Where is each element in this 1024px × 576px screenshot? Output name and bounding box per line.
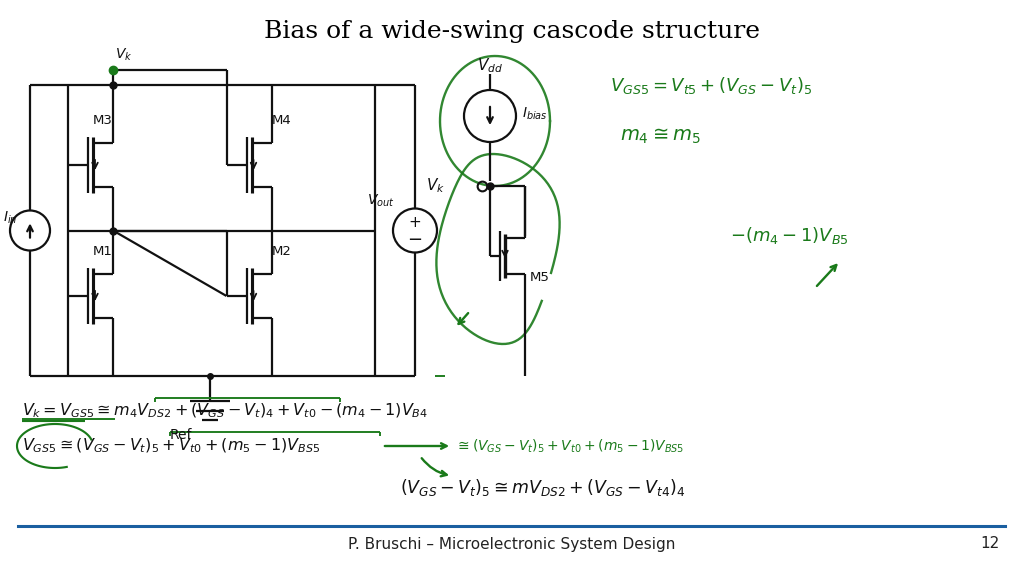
Text: $(V_{GS}-V_t)_5 \cong mV_{DS2} + (V_{GS}-V_{t4})_4$: $(V_{GS}-V_t)_5 \cong mV_{DS2} + (V_{GS}… [400, 478, 685, 498]
Text: $V_k$: $V_k$ [115, 47, 132, 63]
Text: $V_{GS5} \cong (V_{GS}-V_t)_5 + V_{t0} + (m_5-1)V_{BS5}$: $V_{GS5} \cong (V_{GS}-V_t)_5 + V_{t0} +… [22, 437, 321, 455]
Text: $V_k = V_{GS5} \cong m_4 V_{DS2} + (V_{GS}-V_t)_4 + V_{t0} - (m_4-1)V_{B4}$: $V_k = V_{GS5} \cong m_4 V_{DS2} + (V_{G… [22, 402, 428, 420]
Text: Bias of a wide-swing cascode structure: Bias of a wide-swing cascode structure [264, 20, 760, 43]
Text: +: + [409, 215, 421, 230]
Text: $V_{out}$: $V_{out}$ [368, 192, 395, 209]
Text: $m_4 \cong m_5$: $m_4 \cong m_5$ [620, 126, 700, 146]
Text: $I_{in}$: $I_{in}$ [3, 209, 17, 225]
Text: $I_{bias}$: $I_{bias}$ [522, 106, 548, 122]
Text: 12: 12 [981, 536, 1000, 551]
Text: P. Bruschi – Microelectronic System Design: P. Bruschi – Microelectronic System Desi… [348, 536, 676, 551]
Text: M5: M5 [530, 271, 550, 284]
Text: M4: M4 [271, 114, 291, 127]
Text: $V_{dd}$: $V_{dd}$ [477, 56, 503, 75]
Text: $V_{GS5} = V_{t5} + (V_{GS}-V_t)_5$: $V_{GS5} = V_{t5} + (V_{GS}-V_t)_5$ [610, 75, 812, 97]
Text: Ref: Ref [170, 428, 193, 442]
Text: −: − [408, 232, 423, 249]
Text: $V_k$: $V_k$ [426, 177, 444, 195]
Text: $\cong (V_{GS}-V_t)_5 + V_{t0} + (m_5-1)V_{BS5}$: $\cong (V_{GS}-V_t)_5 + V_{t0} + (m_5-1)… [455, 437, 684, 454]
Text: M3: M3 [93, 114, 113, 127]
Text: M1: M1 [93, 245, 113, 258]
Text: M2: M2 [271, 245, 292, 258]
Text: $-(m_4-1)V_{B5}$: $-(m_4-1)V_{B5}$ [730, 225, 849, 247]
